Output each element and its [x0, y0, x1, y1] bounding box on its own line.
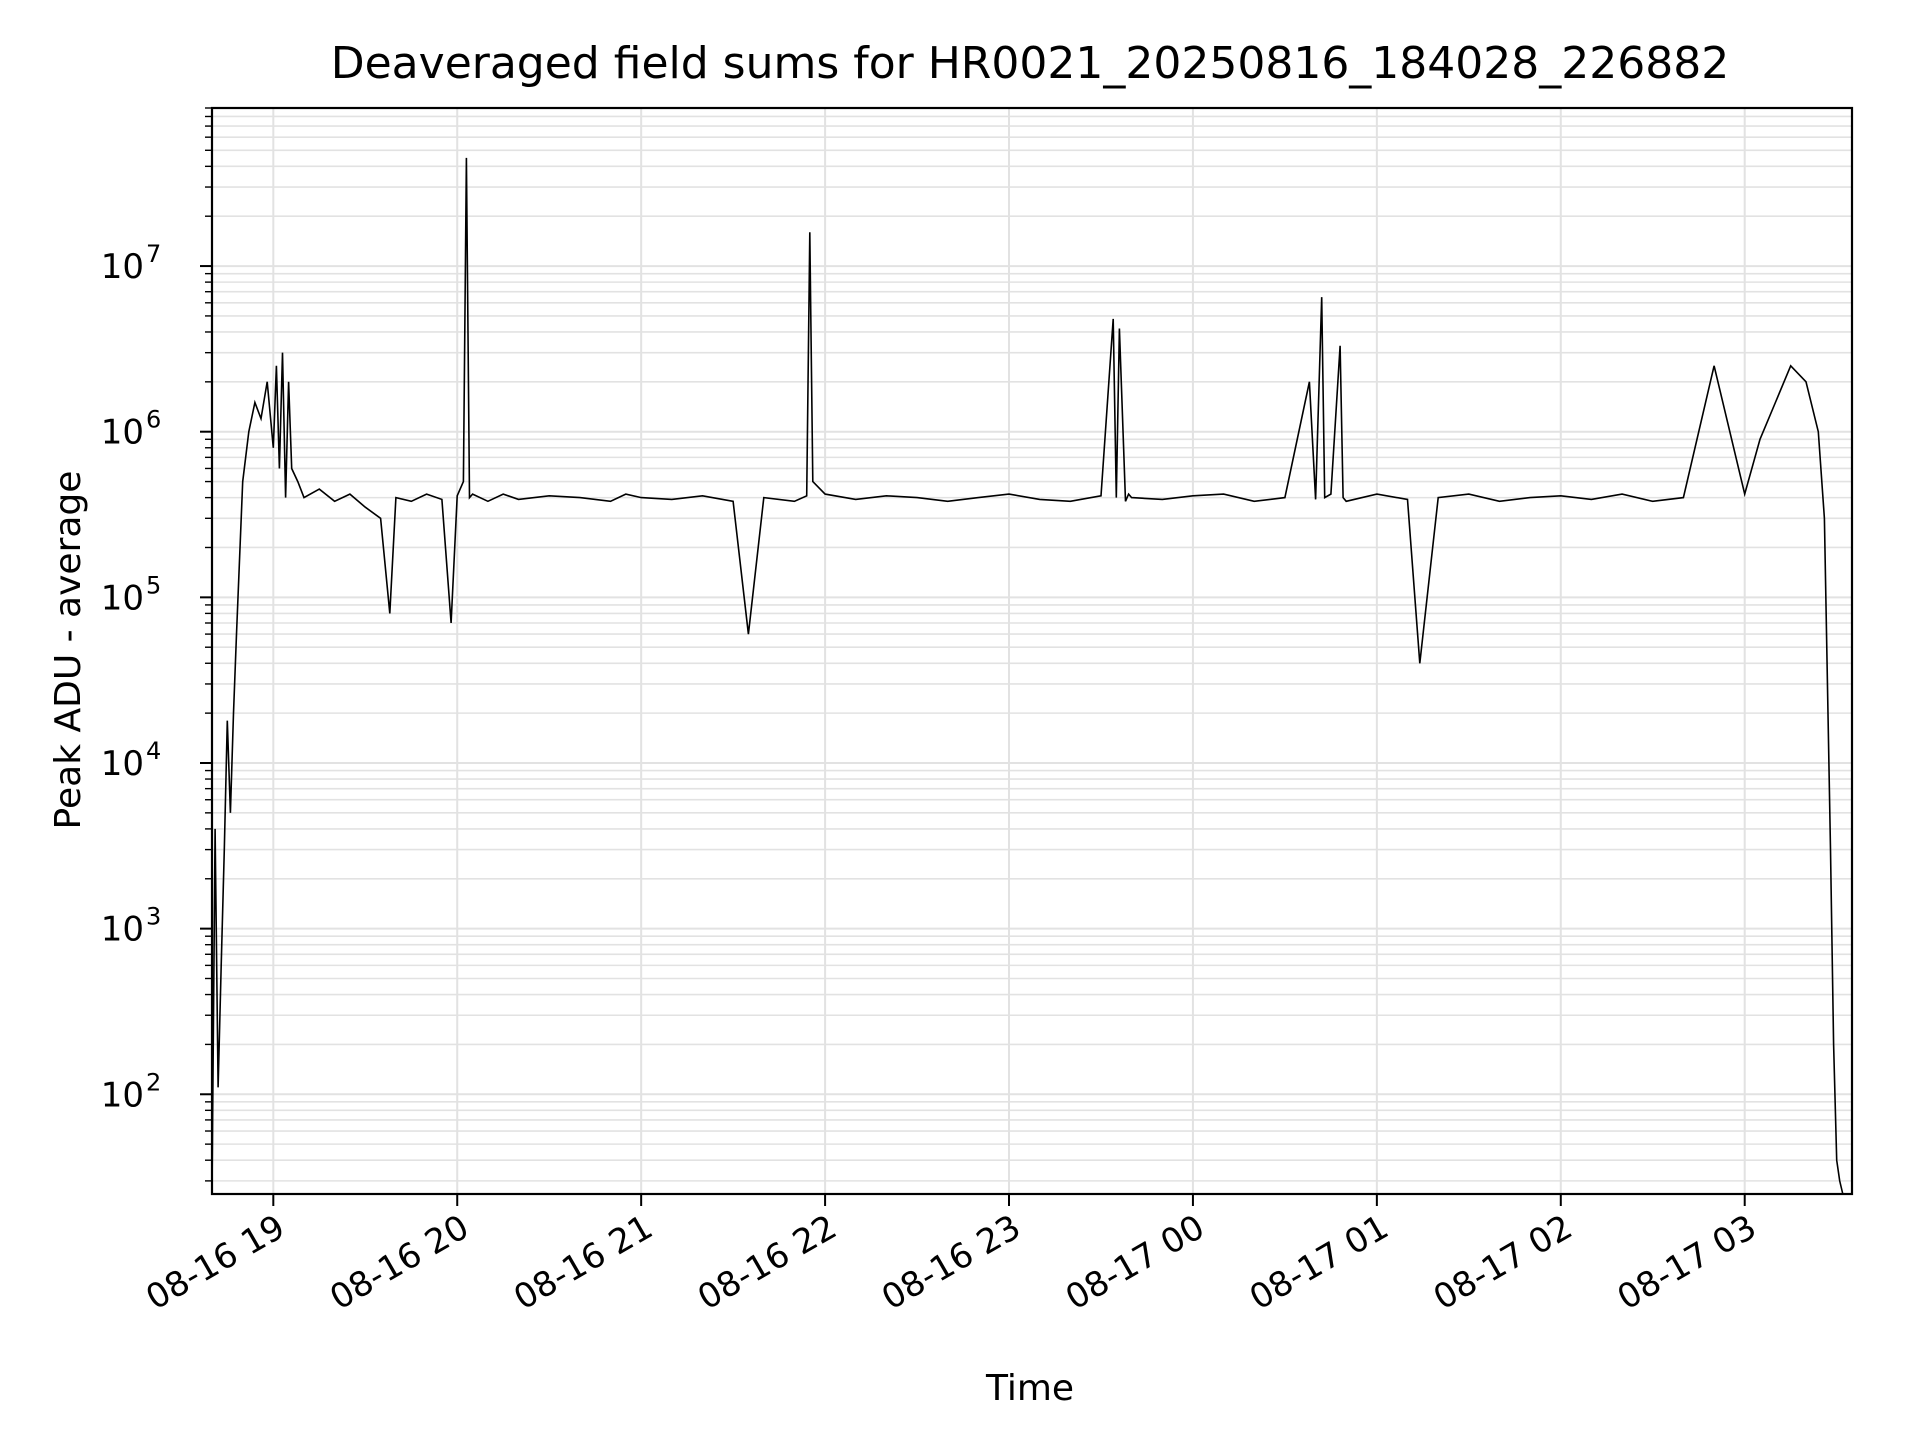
- chart-title: Deaveraged field sums for HR0021_2025081…: [331, 38, 1730, 89]
- grid: [212, 107, 1852, 1194]
- y-tick-label: 10: [101, 413, 144, 453]
- y-tick-exponent: 4: [146, 737, 161, 765]
- y-tick-label: 10: [101, 910, 144, 950]
- y-tick-label: 10: [101, 744, 144, 784]
- y-tick-exponent: 7: [146, 240, 161, 268]
- y-tick-exponent: 2: [146, 1068, 161, 1096]
- y-tick-exponent: 3: [146, 903, 161, 931]
- y-tick-label: 10: [101, 247, 144, 287]
- y-tick-label: 10: [101, 578, 144, 618]
- series-line: [211, 157, 1844, 1195]
- data-series: [211, 157, 1844, 1195]
- plot-frame: [210, 106, 1854, 1196]
- y-tick-exponent: 5: [146, 571, 161, 599]
- y-axis-label: Peak ADU - average: [48, 471, 89, 830]
- y-tick-exponent: 6: [146, 406, 161, 434]
- y-tick-label: 10: [101, 1075, 144, 1115]
- x-axis-label: Time: [985, 1368, 1074, 1409]
